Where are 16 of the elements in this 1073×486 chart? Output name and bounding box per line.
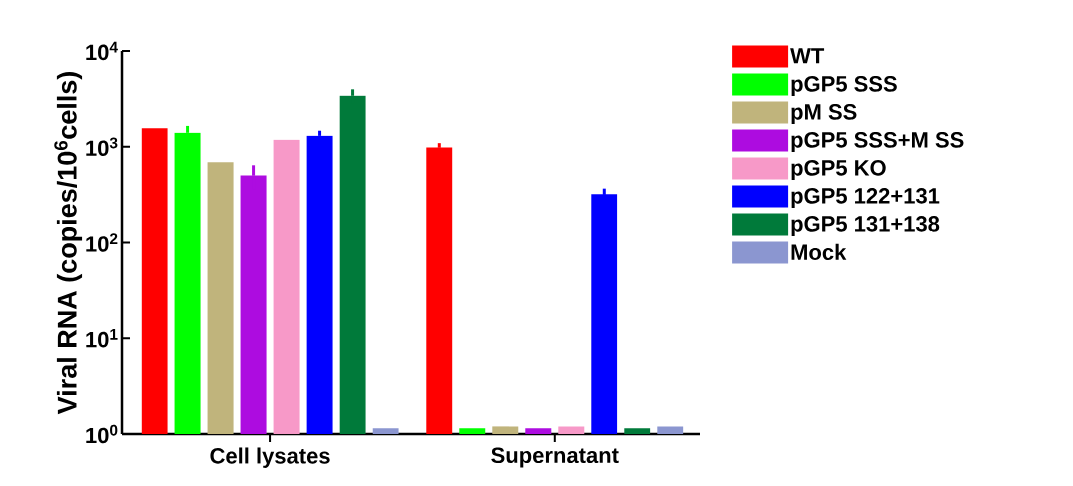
legend-label: pGP5 KO xyxy=(791,160,886,181)
y-axis-title: Viral RNA (copies/10$^{6}$cells) xyxy=(54,72,83,415)
legend-label: pGP5 SSS+M SS xyxy=(791,132,964,153)
y-tick-label: 10$^{3}$ xyxy=(86,137,118,156)
y-tick-label: 10$^{0}$ xyxy=(86,424,118,444)
legend-label: pM SS xyxy=(791,104,857,125)
legend-label: pGP5 SSS xyxy=(791,76,897,97)
y-tick-label: 10$^{1}$ xyxy=(86,329,118,348)
legend-label: pGP5 131+138 xyxy=(791,216,940,237)
legend-label: WT xyxy=(790,48,825,64)
y-tick-label: 10$^{4}$ xyxy=(86,41,118,61)
x-tick-label: Supernatant xyxy=(491,447,619,468)
legend-label: Mock xyxy=(791,243,847,260)
legend-label: pGP5 122+131 xyxy=(791,188,940,209)
y-tick-label: 10$^{2}$ xyxy=(86,233,118,252)
x-tick-label: Cell lysates xyxy=(210,447,330,468)
